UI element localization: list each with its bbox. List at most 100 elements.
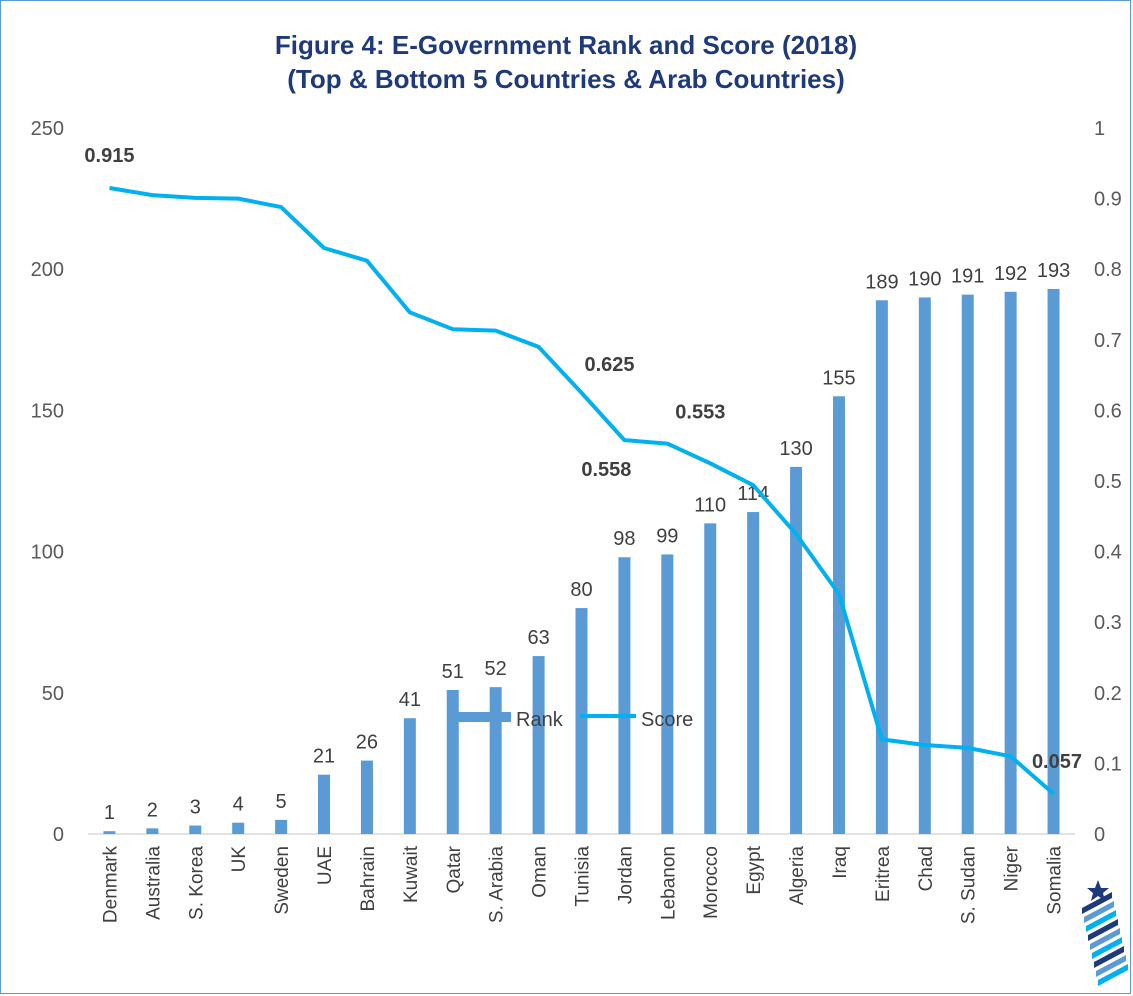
- category-label: Iraq: [830, 846, 851, 879]
- rank-data-label: 51: [442, 661, 464, 683]
- rank-data-label: 3: [190, 797, 201, 819]
- category-label: Lebanon: [658, 846, 679, 920]
- rank-data-label: 189: [865, 271, 898, 293]
- rank-bar: [832, 396, 845, 834]
- right-tick-label: 0.5: [1094, 471, 1122, 493]
- rank-data-label: 21: [313, 746, 335, 768]
- category-label: Algeria: [787, 846, 808, 906]
- rank-data-label: 155: [822, 367, 855, 389]
- logo-stripe: [1090, 928, 1120, 950]
- right-tick-label: 0.3: [1094, 612, 1122, 634]
- right-tick-label: 0.9: [1094, 189, 1122, 211]
- category-label: Bahrain: [358, 846, 379, 912]
- logo-stripe: [1088, 919, 1118, 941]
- category-label: Chad: [916, 846, 937, 891]
- legend: Rank Score: [457, 709, 693, 731]
- left-tick-label: 0: [53, 824, 64, 846]
- rank-data-label: 52: [485, 658, 507, 680]
- rank-bar: [489, 687, 502, 834]
- category-label: Somalia: [1045, 846, 1066, 915]
- logo-stripe: [1096, 955, 1126, 977]
- rank-bar: [1004, 291, 1017, 834]
- rank-data-label: 192: [994, 263, 1027, 285]
- logo-stripe: [1098, 964, 1128, 986]
- category-label: Egypt: [744, 845, 765, 894]
- legend-rank-swatch: [457, 712, 511, 722]
- rank-bar: [360, 760, 373, 834]
- category-labels: Denmark Australia S. Korea UK Sweden UAE Bahra…: [100, 845, 1065, 924]
- rank-bar: [1047, 288, 1060, 834]
- category-label: UK: [229, 846, 250, 873]
- score-data-label: 0.915: [84, 145, 134, 167]
- rank-data-label: 190: [908, 268, 941, 290]
- rank-bars: [103, 288, 1060, 835]
- rank-data-label: 63: [527, 627, 549, 649]
- score-line: [109, 186, 1055, 796]
- legend-rank-label: Rank: [516, 709, 564, 731]
- category-label: Tunisia: [573, 846, 594, 907]
- category-label: Niger: [1002, 845, 1023, 891]
- rank-data-label: 80: [570, 579, 592, 601]
- logo-stripe: [1084, 901, 1114, 923]
- rank-bar: [318, 774, 331, 834]
- rank-data-label: 193: [1037, 260, 1070, 282]
- rank-data-label: 26: [356, 732, 378, 754]
- logo-stripe: [1092, 937, 1122, 959]
- score-data-label: 0.558: [581, 459, 631, 481]
- rank-bar: [232, 822, 245, 834]
- left-axis: 0 50 100 150 200 250: [31, 118, 64, 846]
- category-label: Kuwait: [401, 845, 422, 903]
- category-label: Jordan: [615, 846, 636, 904]
- score-line-group: [109, 186, 1055, 796]
- rank-bar: [103, 831, 116, 834]
- logo-stripe: [1094, 946, 1124, 968]
- rank-bar: [189, 825, 202, 834]
- rank-bar: [961, 294, 974, 835]
- right-tick-label: 0.7: [1094, 330, 1122, 352]
- category-label: S. Arabia: [487, 846, 508, 924]
- rank-bar: [747, 512, 760, 834]
- left-tick-label: 250: [31, 118, 64, 140]
- rank-bar: [146, 828, 159, 834]
- rank-data-label: 98: [613, 528, 635, 550]
- right-tick-label: 0.2: [1094, 683, 1122, 705]
- rank-bar: [403, 718, 416, 834]
- right-axis: 0 0.1 0.2 0.3 0.4 0.5 0.6 0.7 0.8 0.9 1: [1094, 118, 1122, 846]
- rank-bar: [875, 300, 888, 834]
- category-label: S. Korea: [186, 846, 207, 920]
- rank-bar: [275, 819, 288, 834]
- right-tick-label: 0.4: [1094, 542, 1122, 564]
- legend-score-label: Score: [641, 709, 693, 731]
- category-label: Denmark: [100, 846, 121, 924]
- chart-title: Figure 4: E-Government Rank and Score (2…: [275, 30, 857, 60]
- right-tick-label: 1: [1094, 118, 1105, 140]
- rank-data-label: 5: [276, 791, 287, 813]
- score-data-label: 0.553: [675, 402, 725, 424]
- rank-bar: [918, 297, 931, 834]
- left-tick-label: 50: [42, 683, 64, 705]
- left-tick-label: 150: [31, 400, 64, 422]
- right-tick-label: 0.8: [1094, 259, 1122, 281]
- right-tick-label: 0.1: [1094, 753, 1122, 775]
- right-tick-label: 0: [1094, 824, 1105, 846]
- left-tick-label: 100: [31, 542, 64, 564]
- rank-data-label: 4: [233, 794, 244, 816]
- rank-labels: 1 2 3 4 5 21 26 41 51 52 63 80 98 99 110 114 130 155 189 19…: [104, 260, 1070, 824]
- left-tick-label: 200: [31, 259, 64, 281]
- category-label: Sweden: [272, 846, 293, 915]
- institution-logo-icon: [1082, 880, 1128, 986]
- rank-data-label: 110: [694, 494, 726, 516]
- category-label: UAE: [315, 846, 336, 885]
- rank-bar: [661, 554, 674, 834]
- logo-stripe: [1082, 892, 1112, 914]
- rank-data-label: 99: [656, 525, 678, 547]
- rank-bar: [704, 523, 717, 834]
- rank-data-label: 1: [104, 802, 115, 824]
- rank-data-label: 191: [951, 266, 984, 288]
- score-data-label: 0.625: [584, 354, 634, 376]
- rank-data-label: 41: [399, 689, 421, 711]
- rank-bar: [446, 689, 459, 834]
- score-data-label: 0.057: [1032, 751, 1082, 773]
